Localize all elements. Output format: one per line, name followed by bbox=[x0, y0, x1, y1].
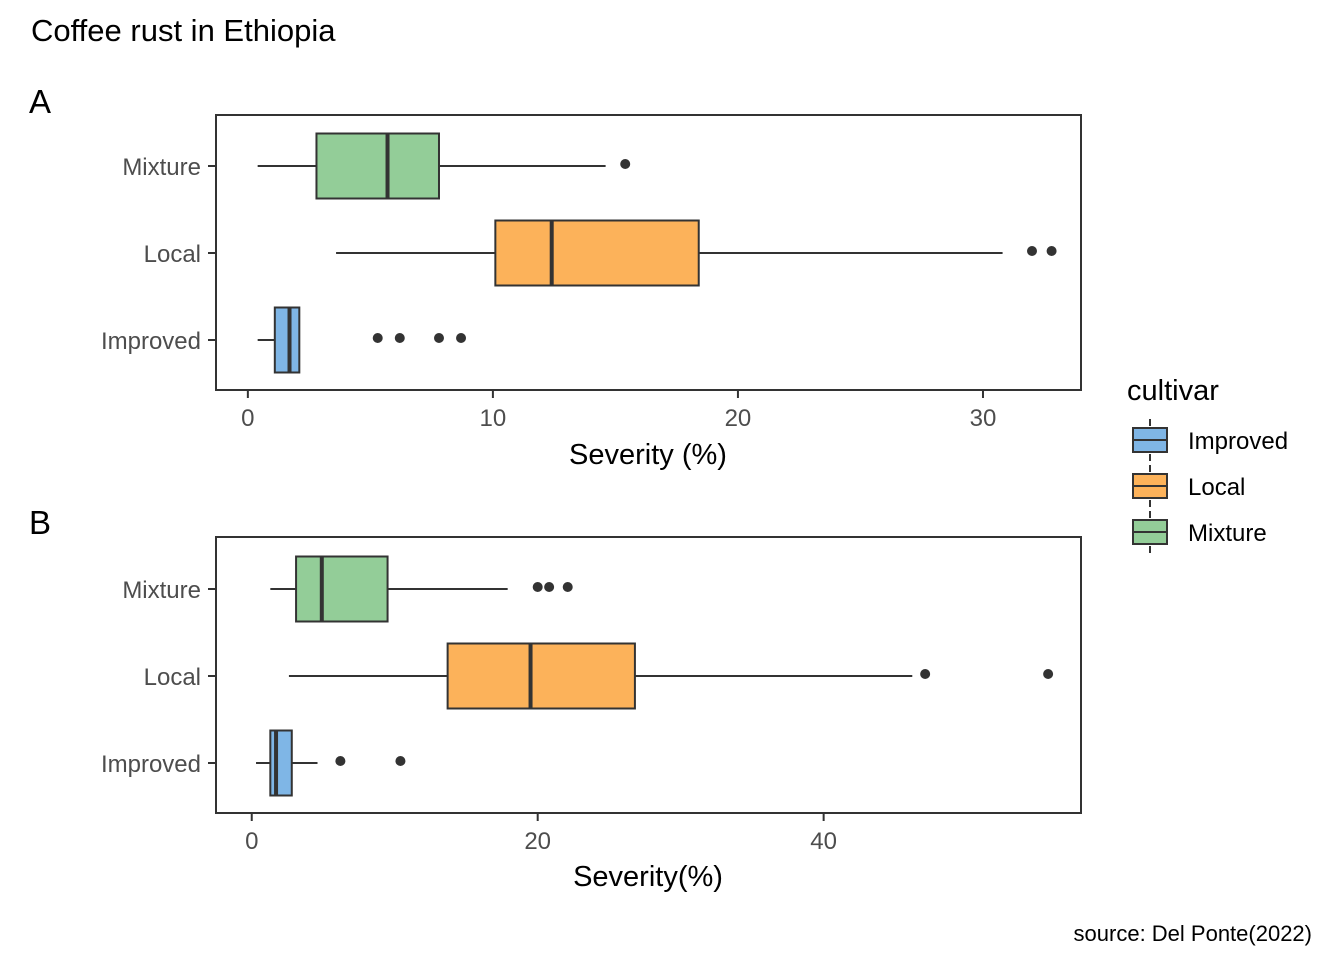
legend: cultivar Improved Local Mixture bbox=[1127, 375, 1288, 553]
panel-a-y-tick-label-improved: Improved bbox=[101, 328, 201, 355]
legend-mixture-label: Mixture bbox=[1188, 520, 1267, 547]
panel-b-tag: B bbox=[29, 504, 51, 541]
panel-a-tag: A bbox=[29, 83, 51, 120]
panel-b-local-outlier-2 bbox=[1043, 669, 1054, 679]
panel-a-local-outlier-1 bbox=[1026, 246, 1037, 256]
panel-b-plot: Improved Local Mixture 0 20 40 bbox=[101, 536, 1082, 855]
panel-a-x-tick-label-10: 10 bbox=[480, 405, 507, 432]
panel-b-x-tick-label-20: 20 bbox=[524, 828, 551, 855]
panel-b: B Improved Local Mixture 0 20 40 Severity(%) bbox=[29, 504, 1082, 893]
panel-a: A Improved Local Mixture 0 10 20 30 Severity (… bbox=[29, 83, 1082, 471]
panel-a-y-tick-label-mixture: Mixture bbox=[122, 154, 201, 181]
panel-a-improved-outlier-1 bbox=[372, 333, 383, 343]
panel-a-plot: Improved Local Mixture 0 10 20 30 bbox=[101, 114, 1082, 432]
panel-a-y-tick-label-local: Local bbox=[144, 241, 201, 268]
panel-b-local-outlier-1 bbox=[920, 669, 931, 679]
panel-a-local-outlier-2 bbox=[1046, 246, 1057, 256]
panel-a-improved-box bbox=[273, 306, 301, 374]
panel-a-improved-outlier-3 bbox=[433, 333, 444, 343]
panel-a-improved-outlier-4 bbox=[456, 333, 467, 343]
panel-a-x-tick-label-0: 0 bbox=[241, 405, 254, 432]
panel-b-y-tick-label-mixture: Mixture bbox=[122, 577, 201, 604]
panel-b-local-box bbox=[446, 642, 636, 710]
panel-a-mixture-outlier-1 bbox=[620, 159, 631, 169]
figure-title: Coffee rust in Ethiopia bbox=[31, 13, 336, 48]
panel-b-x-axis-label: Severity(%) bbox=[573, 861, 723, 893]
panel-b-improved-outlier-1 bbox=[335, 756, 346, 766]
panel-b-x-tick-label-40: 40 bbox=[810, 828, 837, 855]
legend-improved-label: Improved bbox=[1188, 428, 1288, 455]
panel-a-local-box bbox=[494, 219, 700, 287]
panel-b-y-tick-label-improved: Improved bbox=[101, 751, 201, 778]
figure-caption: source: Del Ponte(2022) bbox=[1074, 921, 1312, 946]
panel-b-mixture-box bbox=[295, 555, 389, 623]
panel-a-mixture-box bbox=[315, 132, 440, 200]
panel-b-mixture-outlier-2 bbox=[544, 582, 555, 592]
legend-local-label: Local bbox=[1188, 474, 1245, 501]
panel-b-x-tick-label-0: 0 bbox=[245, 828, 258, 855]
panel-a-x-tick-label-30: 30 bbox=[970, 405, 997, 432]
panel-a-x-tick-label-20: 20 bbox=[725, 405, 752, 432]
panel-a-x-axis-label: Severity (%) bbox=[569, 439, 727, 471]
panel-b-mixture-outlier-1 bbox=[532, 582, 543, 592]
panel-b-y-tick-label-local: Local bbox=[144, 664, 201, 691]
legend-title: cultivar bbox=[1127, 375, 1219, 407]
panel-b-improved-box bbox=[269, 729, 293, 797]
panel-a-improved-outlier-2 bbox=[394, 333, 405, 343]
panel-b-mixture-outlier-3 bbox=[562, 582, 573, 592]
panel-b-improved-outlier-2 bbox=[395, 756, 406, 766]
